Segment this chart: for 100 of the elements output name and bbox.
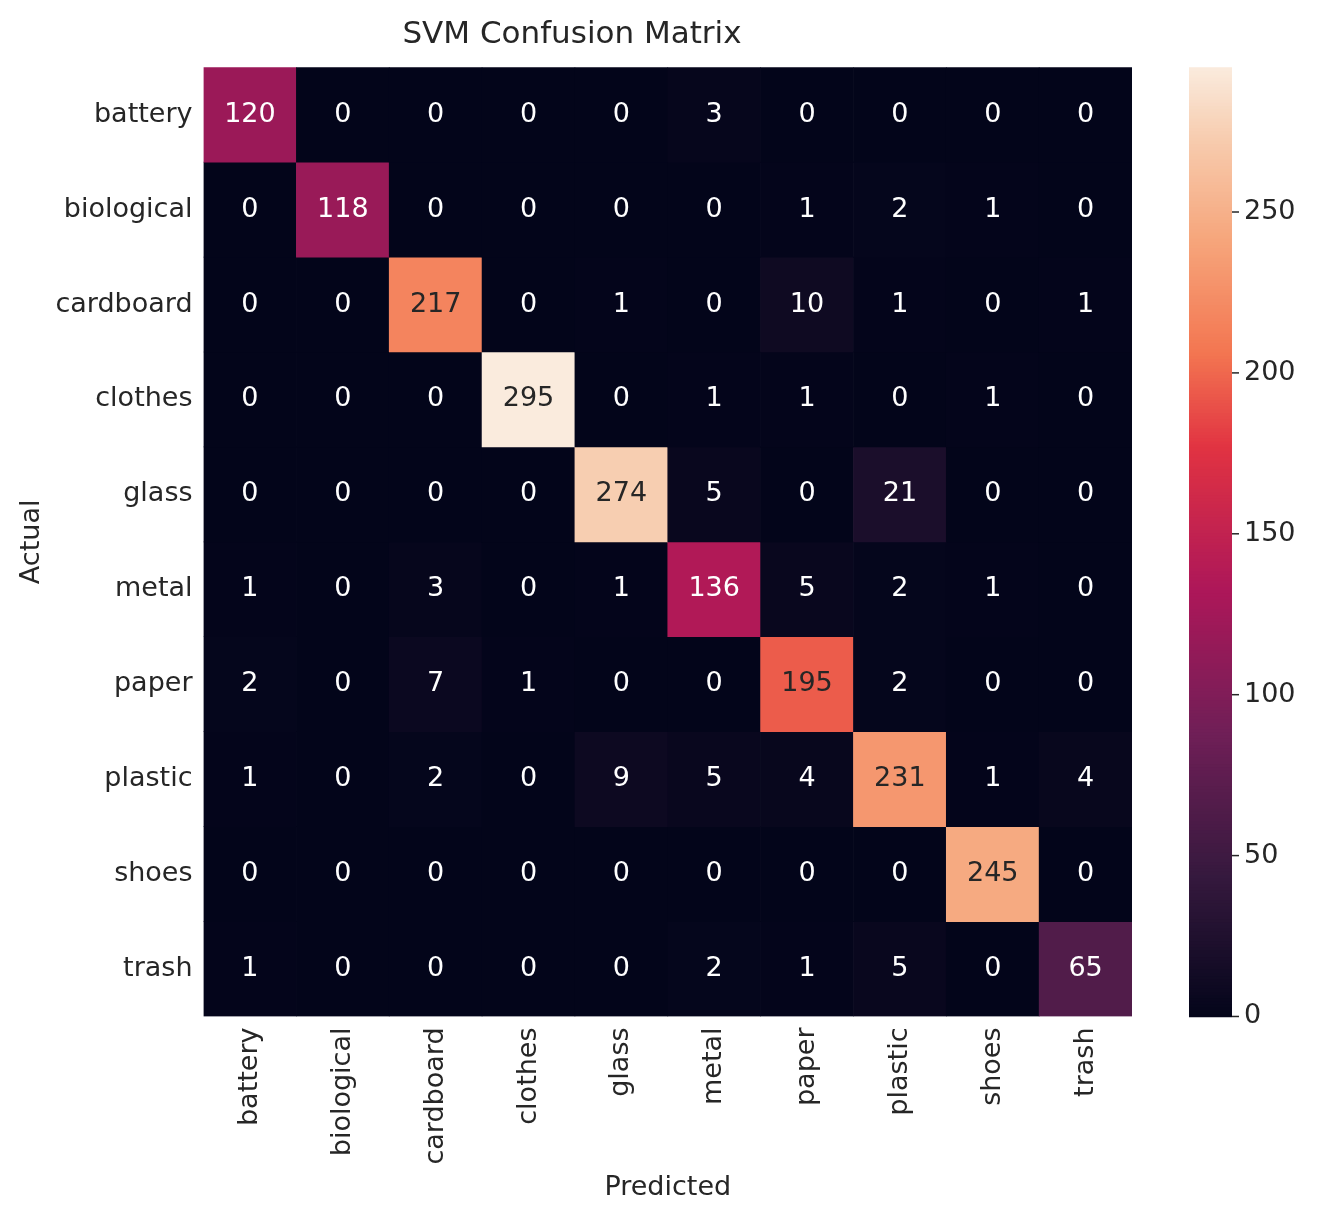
data-label: 0 xyxy=(519,96,538,128)
data-label: 1 xyxy=(612,571,630,603)
data-label: 0 xyxy=(519,476,538,508)
data-label: 0 xyxy=(1076,96,1095,128)
x-tick-label: trash xyxy=(1067,1027,1099,1097)
data-label: 0 xyxy=(241,856,259,888)
y-tick-label: metal xyxy=(114,571,193,603)
x-tick-label: glass xyxy=(603,1027,635,1097)
data-label: 0 xyxy=(241,286,259,318)
data-label: 0 xyxy=(241,381,259,413)
data-label: 0 xyxy=(1076,856,1095,888)
y-tick-label: paper xyxy=(113,666,194,698)
data-label: 0 xyxy=(612,951,630,983)
data-label: 1 xyxy=(241,571,259,603)
data-label: 1 xyxy=(798,381,816,413)
data-label: 21 xyxy=(882,476,918,508)
data-label: 0 xyxy=(1076,571,1095,603)
data-label: 5 xyxy=(705,476,723,508)
data-label: 2 xyxy=(891,571,909,603)
data-label: 0 xyxy=(612,856,630,888)
data-label: 0 xyxy=(984,951,1002,983)
x-tick-label: biological xyxy=(324,1027,356,1157)
y-tick-label: biological xyxy=(63,191,193,223)
y-tick-label: trash xyxy=(123,951,193,983)
data-label: 0 xyxy=(334,96,352,128)
data-label: 5 xyxy=(705,761,723,793)
data-label: 0 xyxy=(891,856,909,888)
data-label: 0 xyxy=(334,666,352,698)
data-label: 1 xyxy=(241,761,259,793)
data-label: 1 xyxy=(519,666,538,698)
data-label: 7 xyxy=(427,666,445,698)
y-tick-label: shoes xyxy=(114,856,193,888)
color-bar-label: 100 xyxy=(1244,676,1296,708)
y-tick-label: clothes xyxy=(95,381,193,413)
x-tick-label: cardboard xyxy=(417,1027,449,1165)
x-tick-label: plastic xyxy=(881,1027,913,1116)
y-tick-label: battery xyxy=(93,96,193,128)
data-label: 1 xyxy=(798,951,816,983)
data-label: 0 xyxy=(427,191,445,223)
data-label: 0 xyxy=(1076,666,1095,698)
x-axis-title: Predicted xyxy=(604,1169,732,1201)
data-label: 0 xyxy=(519,951,538,983)
data-label: 0 xyxy=(334,286,352,318)
data-label: 0 xyxy=(1076,381,1095,413)
data-label: 0 xyxy=(1076,191,1095,223)
data-label: 0 xyxy=(1076,476,1095,508)
data-label: 0 xyxy=(612,381,630,413)
data-label: 0 xyxy=(984,476,1002,508)
data-label: 120 xyxy=(224,96,276,128)
data-label: 1 xyxy=(984,191,1002,223)
data-label: 4 xyxy=(1076,761,1095,793)
color-bar-label: 250 xyxy=(1244,194,1296,226)
data-label: 0 xyxy=(519,571,538,603)
data-label: 0 xyxy=(705,666,723,698)
y-tick-label: cardboard xyxy=(55,286,193,318)
data-label: 0 xyxy=(519,761,538,793)
data-label: 0 xyxy=(705,191,723,223)
data-label: 0 xyxy=(798,856,816,888)
data-label: 0 xyxy=(427,856,445,888)
data-label: 0 xyxy=(798,476,816,508)
data-label: 0 xyxy=(334,571,352,603)
data-label: 136 xyxy=(688,571,740,603)
data-label: 0 xyxy=(612,96,630,128)
data-label: 5 xyxy=(891,951,909,983)
data-label: 2 xyxy=(705,951,723,983)
data-label: 1 xyxy=(984,571,1002,603)
data-label: 2 xyxy=(427,761,445,793)
data-label: 295 xyxy=(502,381,555,413)
y-tick-label: plastic xyxy=(104,761,193,793)
data-label: 274 xyxy=(595,476,648,508)
data-label: 1 xyxy=(1076,286,1095,318)
data-label: 5 xyxy=(798,571,816,603)
data-label: 0 xyxy=(984,666,1002,698)
data-label: 0 xyxy=(334,476,352,508)
data-label: 217 xyxy=(409,286,462,318)
data-label: 195 xyxy=(781,666,833,698)
data-label: 0 xyxy=(519,191,538,223)
data-label: 3 xyxy=(705,96,723,128)
data-label: 0 xyxy=(427,381,445,413)
data-label: 4 xyxy=(798,761,816,793)
data-label: 0 xyxy=(705,286,723,318)
data-label: 0 xyxy=(798,96,816,128)
data-label: 0 xyxy=(612,666,630,698)
data-label: 1 xyxy=(984,381,1002,413)
data-label: 0 xyxy=(241,191,259,223)
data-label: 0 xyxy=(891,96,909,128)
data-label: 0 xyxy=(427,96,445,128)
data-label: 0 xyxy=(427,476,445,508)
data-label: 65 xyxy=(1068,951,1103,983)
data-label: 0 xyxy=(519,856,538,888)
data-label: 0 xyxy=(241,476,259,508)
data-label: 1 xyxy=(705,381,723,413)
color-bar-label: 50 xyxy=(1244,837,1279,869)
data-label: 0 xyxy=(984,96,1002,128)
data-label: 1 xyxy=(612,286,630,318)
data-label: 0 xyxy=(612,191,630,223)
data-label: 0 xyxy=(334,951,352,983)
chart-title: SVM Confusion Matrix xyxy=(402,13,742,50)
data-label: 9 xyxy=(612,761,630,793)
data-label: 0 xyxy=(334,761,352,793)
